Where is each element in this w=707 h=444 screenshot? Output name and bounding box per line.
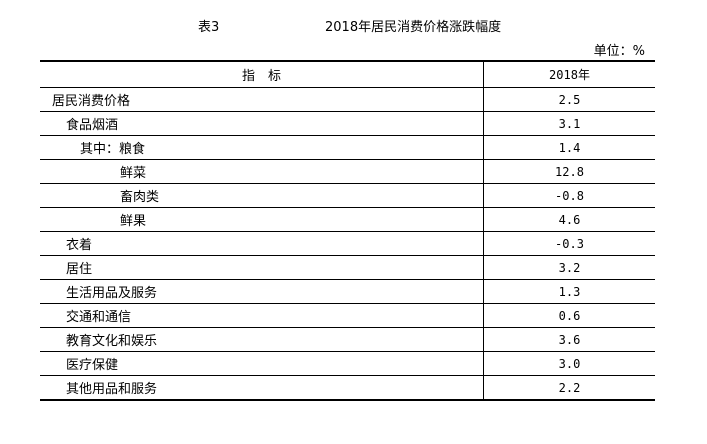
table-row: 生活用品及服务 1.3 xyxy=(40,279,655,304)
header-indicator: 指 标 xyxy=(40,60,484,88)
row-value: 2.2 xyxy=(483,375,655,401)
table-row: 鲜果 4.6 xyxy=(40,207,655,232)
row-value: 3.2 xyxy=(483,255,655,280)
row-value: 0.6 xyxy=(483,303,655,328)
row-indicator: 医疗保健 xyxy=(40,351,484,376)
row-indicator: 其中：粮食 xyxy=(40,135,484,160)
table-row: 教育文化和娱乐 3.6 xyxy=(40,327,655,352)
table-title: 2018年居民消费价格涨跌幅度 xyxy=(325,20,502,35)
row-indicator: 其他用品和服务 xyxy=(40,375,484,401)
row-value: 3.0 xyxy=(483,351,655,376)
row-indicator: 居住 xyxy=(40,255,484,280)
table-row: 交通和通信 0.6 xyxy=(40,303,655,328)
table-row: 其中：粮食 1.4 xyxy=(40,135,655,160)
table-row: 居住 3.2 xyxy=(40,255,655,280)
table-row: 畜肉类 -0.8 xyxy=(40,183,655,208)
cpi-table: 指 标 2018年 居民消费价格 2.5 食品烟酒 3.1 其中：粮食 1.4 鲜菜 12.8… xyxy=(40,60,655,401)
row-indicator: 教育文化和娱乐 xyxy=(40,327,484,352)
row-indicator: 交通和通信 xyxy=(40,303,484,328)
table-row: 鲜菜 12.8 xyxy=(40,159,655,184)
row-value: 2.5 xyxy=(483,87,655,112)
row-indicator: 衣着 xyxy=(40,231,484,256)
row-indicator: 畜肉类 xyxy=(40,183,484,208)
row-value: 1.3 xyxy=(483,279,655,304)
table-row: 衣着 -0.3 xyxy=(40,231,655,256)
row-indicator: 鲜果 xyxy=(40,207,484,232)
table-row: 食品烟酒 3.1 xyxy=(40,111,655,136)
header-row: 指 标 2018年 xyxy=(40,60,655,88)
row-indicator: 食品烟酒 xyxy=(40,111,484,136)
row-value: 3.1 xyxy=(483,111,655,136)
table-label: 表3 xyxy=(198,20,220,35)
table-row: 其他用品和服务 2.2 xyxy=(40,375,655,401)
table-row: 医疗保健 3.0 xyxy=(40,351,655,376)
row-value: -0.8 xyxy=(483,183,655,208)
table-row: 居民消费价格 2.5 xyxy=(40,87,655,112)
unit-label: 单位：% xyxy=(593,44,645,59)
row-indicator: 鲜菜 xyxy=(40,159,484,184)
row-value: 3.6 xyxy=(483,327,655,352)
row-indicator: 居民消费价格 xyxy=(40,87,484,112)
row-indicator: 生活用品及服务 xyxy=(40,279,484,304)
row-value: 12.8 xyxy=(483,159,655,184)
header-year: 2018年 xyxy=(483,60,655,88)
row-value: 1.4 xyxy=(483,135,655,160)
row-value: 4.6 xyxy=(483,207,655,232)
row-value: -0.3 xyxy=(483,231,655,256)
